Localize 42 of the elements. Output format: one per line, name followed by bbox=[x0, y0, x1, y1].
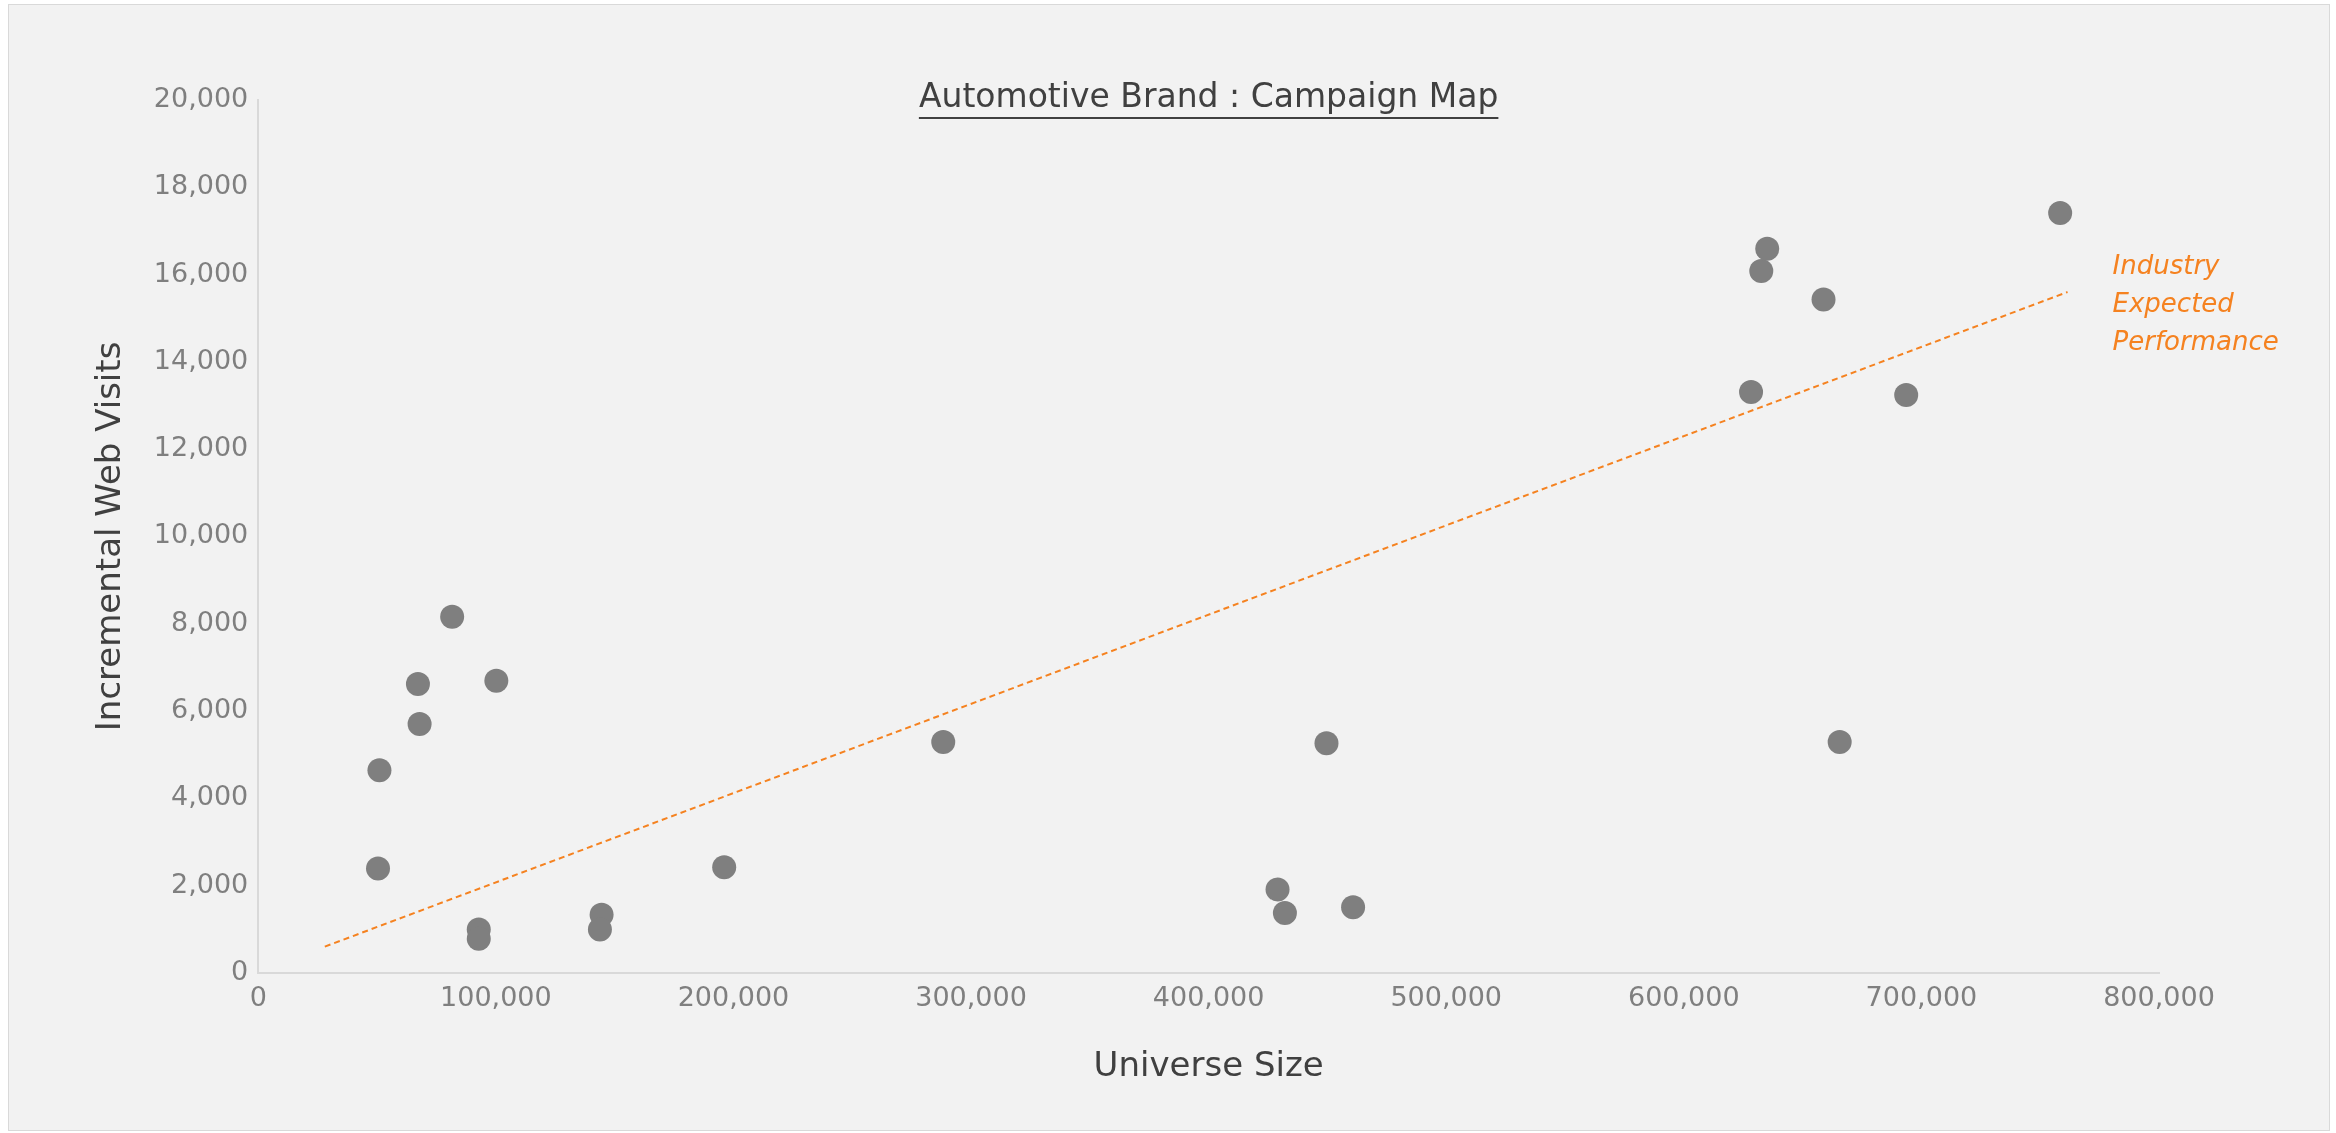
x-tick-label: 300,000 bbox=[915, 981, 1027, 1013]
point bbox=[712, 855, 737, 880]
x-tick-label: 200,000 bbox=[677, 981, 790, 1013]
y-tick-label: 20,000 bbox=[153, 82, 249, 114]
x-tick-label: 500,000 bbox=[1390, 981, 1503, 1013]
point bbox=[1341, 895, 1366, 920]
y-tick-label: 4,000 bbox=[170, 780, 249, 812]
x-tick-label: 400,000 bbox=[1152, 981, 1265, 1013]
y-tick-label: 2,000 bbox=[170, 867, 249, 899]
point bbox=[2048, 201, 2073, 226]
y-tick-label: 0 bbox=[231, 954, 249, 986]
point bbox=[1749, 259, 1774, 284]
y-tick-label: 16,000 bbox=[153, 256, 249, 288]
point bbox=[405, 671, 430, 696]
y-tick-label: 18,000 bbox=[153, 169, 249, 201]
x-tick-label: 100,000 bbox=[440, 981, 552, 1013]
x-tick-label: 600,000 bbox=[1627, 981, 1740, 1013]
annotation: Industry Expected Performance bbox=[2112, 249, 2279, 356]
point bbox=[931, 729, 956, 754]
point bbox=[1265, 877, 1290, 902]
point bbox=[440, 604, 465, 629]
point bbox=[1811, 287, 1836, 312]
point bbox=[407, 712, 432, 737]
y-tick-label: 10,000 bbox=[153, 518, 249, 550]
point bbox=[366, 856, 391, 881]
point bbox=[1314, 731, 1339, 756]
point bbox=[1755, 236, 1780, 261]
y-tick-label: 12,000 bbox=[153, 431, 249, 463]
point bbox=[484, 668, 509, 693]
y-tick-label: 14,000 bbox=[153, 343, 249, 375]
point bbox=[1827, 729, 1852, 754]
chart-title: Automotive Brand : Campaign Map bbox=[918, 75, 1499, 115]
y-tick-label: 6,000 bbox=[170, 692, 249, 724]
point bbox=[1272, 901, 1297, 926]
y-tick-label: 8,000 bbox=[170, 605, 249, 637]
point bbox=[367, 758, 392, 783]
x-axis-title: Universe Size bbox=[1093, 1044, 1324, 1085]
x-tick-label: 700,000 bbox=[1865, 981, 1978, 1013]
point bbox=[1739, 379, 1764, 404]
x-tick-label: 800,000 bbox=[2103, 981, 2215, 1013]
y-axis-title: Incremental Web Visits bbox=[88, 341, 129, 732]
point bbox=[1894, 383, 1919, 408]
